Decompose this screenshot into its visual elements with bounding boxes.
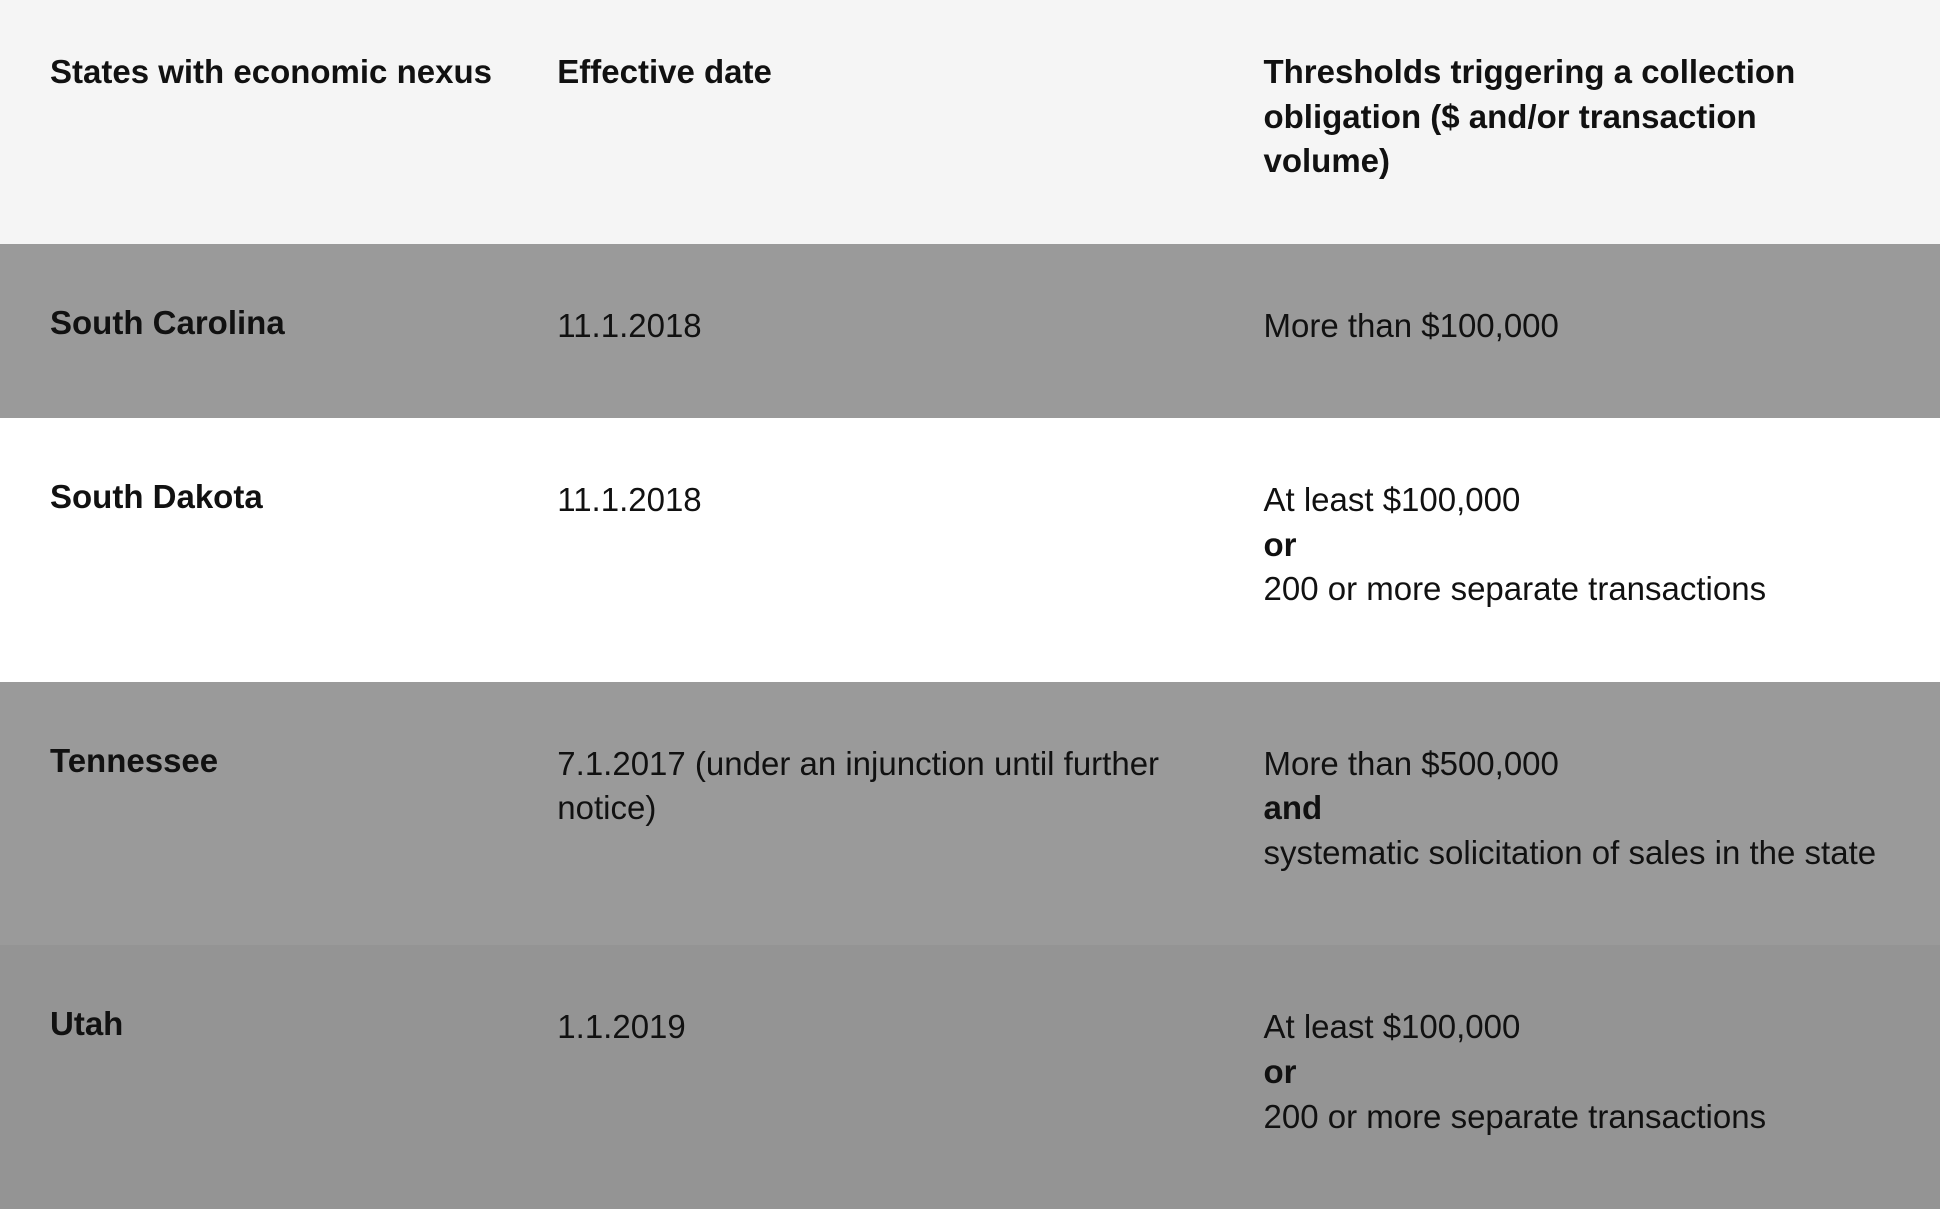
table-row: South Carolina 11.1.2018 More than $100,… — [0, 244, 1940, 419]
threshold: More than $100,000 — [1263, 304, 1890, 349]
threshold-line2: 200 or more separate transactions — [1263, 570, 1766, 607]
table-row: Utah 1.1.2019 At least $100,000 or 200 o… — [0, 945, 1940, 1209]
threshold-line2: systematic solicitation of sales in the … — [1263, 834, 1876, 871]
effective-date: 7.1.2017 (under an injunction until furt… — [557, 742, 1263, 876]
threshold: At least $100,000 or 200 or more separat… — [1263, 478, 1890, 612]
threshold: At least $100,000 or 200 or more separat… — [1263, 1005, 1890, 1139]
threshold: More than $500,000 and systematic solici… — [1263, 742, 1890, 876]
threshold-line1: More than $100,000 — [1263, 307, 1558, 344]
state-name: Utah — [50, 1005, 557, 1139]
header-effective-date: Effective date — [557, 50, 1263, 184]
threshold-line2: 200 or more separate transactions — [1263, 1098, 1766, 1135]
threshold-line1: At least $100,000 — [1263, 481, 1520, 518]
threshold-line1: At least $100,000 — [1263, 1008, 1520, 1045]
table-header-row: States with economic nexus Effective dat… — [0, 0, 1940, 244]
state-name: South Dakota — [50, 478, 557, 612]
effective-date: 1.1.2019 — [557, 1005, 1263, 1139]
threshold-connector: or — [1263, 526, 1296, 563]
table-row: South Dakota 11.1.2018 At least $100,000… — [0, 418, 1940, 682]
state-name: South Carolina — [50, 304, 557, 349]
nexus-table: States with economic nexus Effective dat… — [0, 0, 1940, 1209]
threshold-line1: More than $500,000 — [1263, 745, 1558, 782]
header-thresholds: Thresholds triggering a collection oblig… — [1263, 50, 1890, 184]
threshold-connector: or — [1263, 1053, 1296, 1090]
effective-date: 11.1.2018 — [557, 304, 1263, 349]
table-row: Tennessee 7.1.2017 (under an injunction … — [0, 682, 1940, 946]
state-name: Tennessee — [50, 742, 557, 876]
effective-date: 11.1.2018 — [557, 478, 1263, 612]
header-states: States with economic nexus — [50, 50, 557, 184]
threshold-connector: and — [1263, 789, 1322, 826]
